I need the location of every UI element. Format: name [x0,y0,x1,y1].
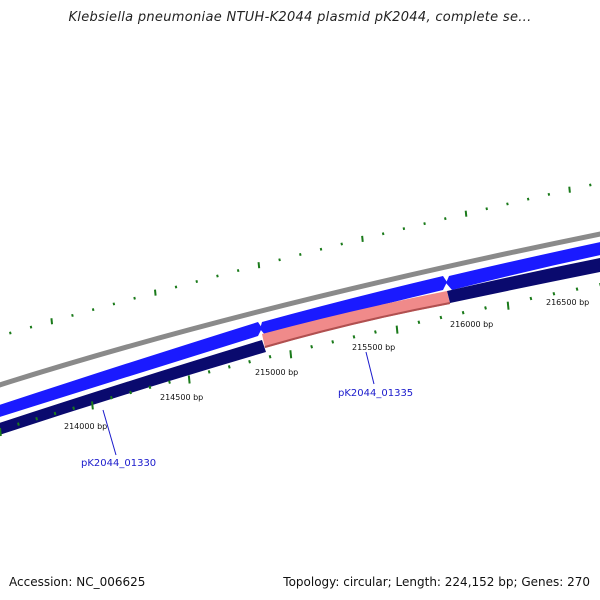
outer-marker-tick [340,242,344,246]
outer-marker-tick [423,222,426,226]
minor-scale-tick [168,380,171,384]
minor-scale-tick [461,310,465,315]
outer-marker-tick [9,331,12,335]
summary-label: Topology: circular; Length: 224,152 bp; … [283,575,590,589]
scale-label-216000: 216000 bp [450,320,493,329]
outer-marker-tick [402,227,406,231]
outer-marker-tick [91,308,95,312]
major-scale-tick [506,301,510,310]
reverse-gene-3[interactable] [447,256,600,303]
minor-scale-tick [268,354,272,359]
scale-label-214000: 214000 bp [64,422,107,431]
outer-marker-tick [464,210,468,217]
minor-scale-tick [53,411,57,416]
inner-scale-ticks [0,283,600,437]
minor-scale-tick [207,370,211,374]
scale-label-215500: 215500 bp [352,343,395,352]
reverse-gene-highlight-edge [264,302,451,348]
reverse-gene-1[interactable] [0,340,266,438]
outer-marker-tick [216,274,219,278]
outer-marker-tick [361,235,364,242]
accession-label: Accession: NC_006625 [9,575,146,589]
scale-label-215000: 215000 bp [255,368,298,377]
outer-marker-tick [589,183,592,187]
minor-scale-tick [484,306,487,310]
outer-marker-tick [236,269,240,273]
outer-marker-tick [195,280,199,283]
major-scale-tick [395,325,399,334]
outer-marker-tick [547,192,551,196]
scale-label-214500: 214500 bp [160,393,203,402]
major-scale-tick [91,401,94,410]
outer-marker-tick [485,207,489,211]
outer-marker-tick [154,289,157,296]
minor-scale-tick [417,320,421,325]
scale-labels: 214000 bp 214500 bp 215000 bp 215500 bp 2160… [64,298,589,431]
forward-gene-1[interactable] [0,322,262,420]
outer-marker-tick [299,253,302,256]
forward-gene-2[interactable] [260,276,447,336]
scale-label-216500: 216500 bp [546,298,589,307]
outer-marker-tick [71,313,74,317]
minor-scale-tick [310,345,314,349]
minor-scale-tick [552,292,556,296]
major-scale-tick [187,375,191,384]
map-title: Klebsiella pneumoniae NTUH-K2044 plasmid… [68,10,532,25]
outer-marker-tick [381,232,385,236]
minor-scale-tick [72,406,76,410]
outer-marker-tick [278,258,281,262]
minor-scale-tick [575,287,579,291]
outer-marker-tick [319,247,323,251]
outer-marker-tick [444,217,447,221]
reverse-gene-highlight[interactable] [262,291,450,348]
minor-scale-tick [331,340,335,344]
outer-marker-tick [50,318,54,325]
gene-label-01335[interactable]: pK2044_01335 [338,388,413,399]
minor-scale-tick [227,365,231,369]
outer-marker-tick [133,296,136,300]
minor-scale-tick [529,296,533,301]
minor-scale-tick [439,315,443,320]
forward-gene-3[interactable] [446,240,600,290]
outer-marker-tick [174,285,178,289]
minor-scale-tick [17,422,20,426]
minor-scale-tick [374,330,377,334]
gene-label-link-01335 [365,351,375,385]
minor-scale-tick [352,335,356,339]
gene-label-link-01330 [102,409,117,456]
outer-marker-tick [112,302,116,306]
outer-marker-tick [257,262,261,269]
outer-marker-tick [568,186,571,193]
minor-scale-tick [129,390,132,395]
backbone-ring [0,231,600,388]
major-scale-tick [0,427,2,437]
major-scale-tick [289,350,293,359]
outer-marker-tick [29,325,33,329]
outer-marker-tick [506,202,509,206]
minor-scale-tick [148,385,152,390]
gene-label-01330[interactable]: pK2044_01330 [81,458,156,469]
minor-scale-tick [110,395,113,400]
minor-scale-tick [35,417,39,421]
outer-marker-ring [9,183,592,335]
minor-scale-tick [248,360,251,364]
outer-marker-tick [526,197,530,201]
